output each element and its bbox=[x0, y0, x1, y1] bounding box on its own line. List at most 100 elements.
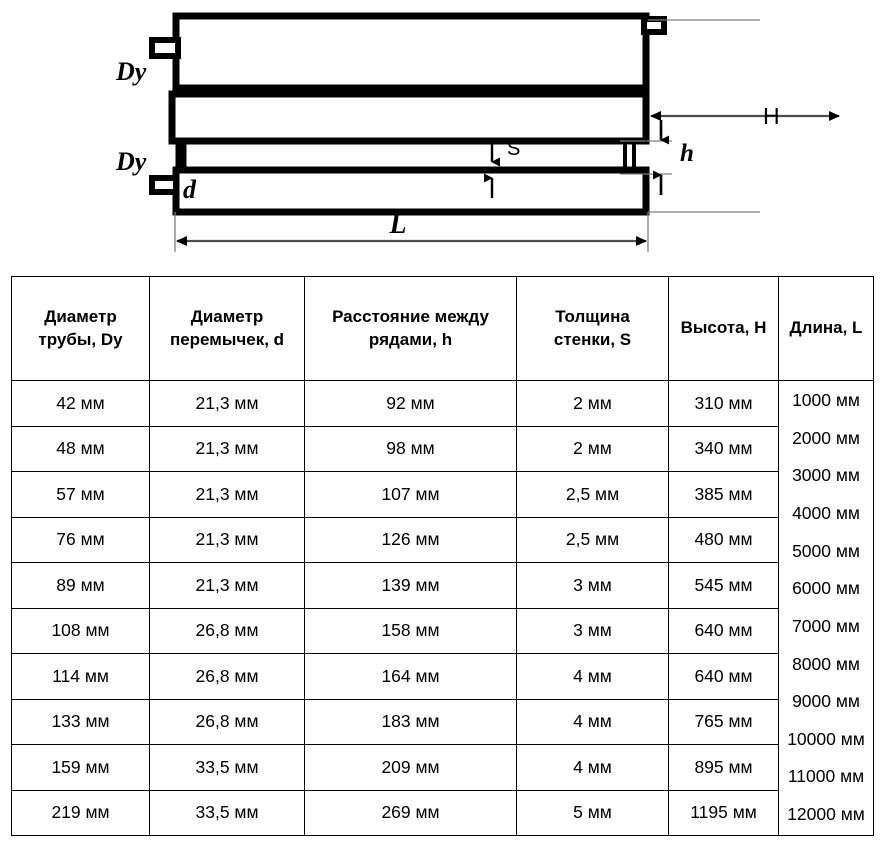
header-line-1: Толщина bbox=[555, 307, 630, 327]
cell-height: 640 мм bbox=[668, 607, 779, 654]
table-header: Диаметр трубы, Dy Диаметр перемычек, d Р… bbox=[11, 276, 874, 381]
cell-wall-thickness: 4 мм bbox=[516, 653, 669, 700]
header-length: Длина, L bbox=[778, 276, 874, 381]
cell-row-spacing: 158 мм bbox=[304, 607, 517, 654]
length-value: 3000 мм bbox=[792, 465, 860, 486]
cell-row-spacing: 92 мм bbox=[304, 380, 517, 427]
cell-height: 1195 мм bbox=[668, 789, 779, 836]
cell-wall-thickness: 3 мм bbox=[516, 607, 669, 654]
table-row: 57 мм 21,3 мм 107 мм 2,5 мм 385 мм bbox=[11, 471, 874, 518]
header-jumper-diameter: Диаметр перемычек, d bbox=[149, 276, 305, 381]
header-line-1: Диаметр bbox=[44, 307, 117, 327]
left-nub-top bbox=[149, 37, 181, 59]
label-H: H bbox=[763, 103, 780, 129]
cell-row-spacing: 126 мм bbox=[304, 516, 517, 563]
spec-table-container: Диаметр трубы, Dy Диаметр перемычек, d Р… bbox=[11, 276, 874, 836]
diagram-panel: S h H L Dy Dy d bbox=[0, 0, 884, 268]
cell-height: 640 мм bbox=[668, 653, 779, 700]
cell-length-list: 1000 мм 2000 мм 3000 мм 4000 мм 5000 мм 6000 … bbox=[778, 380, 874, 836]
cell-jumper-diameter: 33,5 мм bbox=[149, 744, 305, 791]
cell-jumper-diameter: 21,3 мм bbox=[149, 516, 305, 563]
cell-pipe-diameter: 89 мм bbox=[11, 562, 150, 609]
cell-height: 310 мм bbox=[668, 380, 779, 427]
length-value: 6000 мм bbox=[792, 578, 860, 599]
cell-row-spacing: 139 мм bbox=[304, 562, 517, 609]
table-row: 159 мм 33,5 мм 209 мм 4 мм 895 мм bbox=[11, 744, 874, 791]
length-value: 7000 мм bbox=[792, 615, 860, 636]
header-line-2: рядами, h bbox=[368, 329, 453, 349]
cell-pipe-diameter: 48 мм bbox=[11, 425, 150, 472]
length-value: 2000 мм bbox=[792, 427, 860, 448]
table-row: 48 мм 21,3 мм 98 мм 2 мм 340 мм bbox=[11, 425, 874, 472]
length-value: 11000 мм bbox=[787, 766, 865, 787]
table-row: 89 мм 21,3 мм 139 мм 3 мм 545 мм bbox=[11, 562, 874, 609]
cell-wall-thickness: 2,5 мм bbox=[516, 516, 669, 563]
cell-row-spacing: 107 мм bbox=[304, 471, 517, 518]
cell-height: 385 мм bbox=[668, 471, 779, 518]
cell-pipe-diameter: 57 мм bbox=[11, 471, 150, 518]
header-height: Высота, H bbox=[668, 276, 779, 381]
cell-pipe-diameter: 108 мм bbox=[11, 607, 150, 654]
pipe-specifications-table: Диаметр трубы, Dy Диаметр перемычек, d Р… bbox=[11, 276, 874, 836]
cell-pipe-diameter: 219 мм bbox=[11, 789, 150, 836]
cell-jumper-diameter: 26,8 мм bbox=[149, 653, 305, 700]
cell-jumper-diameter: 26,8 мм bbox=[149, 698, 305, 745]
cell-row-spacing: 183 мм bbox=[304, 698, 517, 745]
length-value: 5000 мм bbox=[792, 540, 860, 561]
cell-jumper-diameter: 33,5 мм bbox=[149, 789, 305, 836]
cell-wall-thickness: 2 мм bbox=[516, 380, 669, 427]
length-value: 4000 мм bbox=[792, 502, 860, 523]
length-value: 12000 мм bbox=[787, 804, 865, 825]
register-heater-diagram: S h H L Dy Dy d bbox=[115, 12, 840, 252]
table-row: 108 мм 26,8 мм 158 мм 3 мм 640 мм bbox=[11, 607, 874, 654]
table-row: 42 мм 21,3 мм 92 мм 2 мм 310 мм 1000 мм 2000 м… bbox=[11, 380, 874, 836]
header-line-2: стенки, S bbox=[553, 329, 632, 349]
label-d: d bbox=[183, 175, 197, 204]
cell-wall-thickness: 4 мм bbox=[516, 744, 669, 791]
header-line-2: трубы, Dy bbox=[38, 329, 123, 349]
cell-pipe-diameter: 159 мм bbox=[11, 744, 150, 791]
cell-jumper-diameter: 21,3 мм bbox=[149, 425, 305, 472]
cell-wall-thickness: 2,5 мм bbox=[516, 471, 669, 518]
cell-pipe-diameter: 114 мм bbox=[11, 653, 150, 700]
header-wall-thickness: Толщина стенки, S bbox=[516, 276, 669, 381]
dimension-L bbox=[174, 212, 649, 252]
cell-wall-thickness: 2 мм bbox=[516, 425, 669, 472]
label-L: L bbox=[388, 209, 406, 240]
cell-jumper-diameter: 21,3 мм bbox=[149, 471, 305, 518]
length-values-list: 1000 мм 2000 мм 3000 мм 4000 мм 5000 мм 6000 … bbox=[779, 382, 873, 834]
cell-wall-thickness: 4 мм bbox=[516, 698, 669, 745]
dimension-H bbox=[648, 19, 840, 213]
header-row-spacing: Расстояние между рядами, h bbox=[304, 276, 517, 381]
table-row: 219 мм 33,5 мм 269 мм 5 мм 1195 мм bbox=[11, 789, 874, 836]
header-row: Диаметр трубы, Dy Диаметр перемычек, d Р… bbox=[11, 276, 874, 381]
cell-row-spacing: 164 мм bbox=[304, 653, 517, 700]
cell-row-spacing: 269 мм bbox=[304, 789, 517, 836]
cell-height: 895 мм bbox=[668, 744, 779, 791]
cell-pipe-diameter: 42 мм bbox=[11, 380, 150, 427]
dimension-h bbox=[620, 120, 672, 195]
pipe-row-bottom bbox=[149, 166, 650, 216]
cell-height: 480 мм bbox=[668, 516, 779, 563]
table-row: 133 мм 26,8 мм 183 мм 4 мм 765 мм bbox=[11, 698, 874, 745]
cell-height: 765 мм bbox=[668, 698, 779, 745]
cell-height: 340 мм bbox=[668, 425, 779, 472]
pipe-row-middle bbox=[168, 90, 650, 145]
cell-wall-thickness: 5 мм bbox=[516, 789, 669, 836]
pipe-row-top bbox=[149, 12, 667, 92]
header-pipe-diameter: Диаметр трубы, Dy bbox=[11, 276, 150, 381]
label-Dy-top: Dy bbox=[115, 57, 147, 86]
cell-pipe-diameter: 133 мм bbox=[11, 698, 150, 745]
table-body: 42 мм 21,3 мм 92 мм 2 мм 310 мм 1000 мм 2000 м… bbox=[11, 380, 874, 836]
header-line-2: перемычек, d bbox=[169, 329, 285, 349]
table-row: 76 мм 21,3 мм 126 мм 2,5 мм 480 мм bbox=[11, 516, 874, 563]
length-value: 9000 мм bbox=[792, 691, 860, 712]
cell-row-spacing: 209 мм bbox=[304, 744, 517, 791]
cell-height: 545 мм bbox=[668, 562, 779, 609]
label-h: h bbox=[680, 140, 694, 167]
label-Dy-bottom: Dy bbox=[115, 147, 147, 176]
header-line-1: Расстояние между bbox=[332, 307, 489, 327]
cell-pipe-diameter: 76 мм bbox=[11, 516, 150, 563]
cell-jumper-diameter: 21,3 мм bbox=[149, 562, 305, 609]
length-value: 8000 мм bbox=[792, 653, 860, 674]
